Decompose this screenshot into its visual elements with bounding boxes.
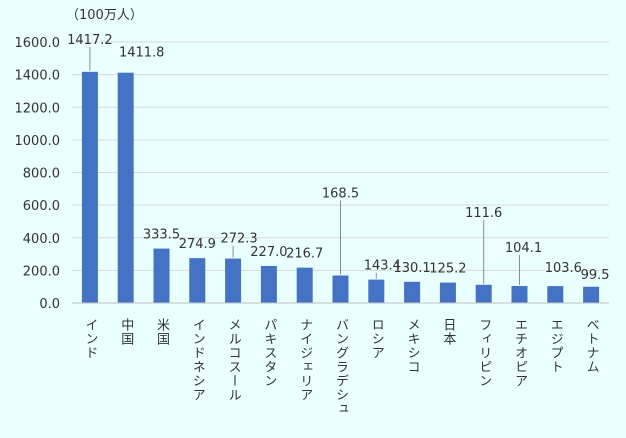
category-label: 米国 bbox=[154, 318, 170, 346]
category-label: ナイジェリア bbox=[297, 318, 312, 402]
data-label: 143.4 bbox=[364, 259, 401, 274]
bars bbox=[81, 71, 600, 304]
y-tick-label: 200.0 bbox=[23, 264, 60, 279]
bar bbox=[583, 286, 600, 303]
category-label: インド bbox=[82, 318, 97, 360]
y-tick-label: 1200.0 bbox=[15, 101, 61, 116]
bar bbox=[225, 258, 242, 303]
bar bbox=[547, 286, 564, 303]
data-label: 333.5 bbox=[143, 228, 180, 243]
y-axis-ticks: 0.0 200.0 400.0 600.0 800.0 1000.0 1200.0 1400.… bbox=[15, 36, 61, 312]
category-label: パキスタン bbox=[261, 318, 277, 388]
category-label: エジプト bbox=[548, 318, 563, 374]
category-label: 中国 bbox=[118, 318, 133, 346]
bar bbox=[153, 248, 170, 303]
leader-lines bbox=[89, 46, 520, 286]
data-label: 111.6 bbox=[465, 206, 502, 221]
bar bbox=[296, 267, 313, 303]
bar bbox=[368, 279, 385, 303]
category-label: メルコスール bbox=[226, 318, 241, 402]
category-label: メキシコ bbox=[405, 318, 420, 374]
y-tick-label: 1000.0 bbox=[15, 134, 61, 149]
data-label: 104.1 bbox=[505, 241, 542, 256]
data-label: 216.7 bbox=[286, 247, 323, 262]
category-label: ロシア bbox=[369, 318, 384, 360]
unit-label: （100万人） bbox=[66, 8, 143, 23]
category-label: フィリピン bbox=[476, 318, 491, 388]
data-label: 130.1 bbox=[393, 261, 430, 276]
category-labels: インド 中国 米国 インドネシア メルコスール パキスタン ナイジェリア バングラデシュ ロシア… bbox=[82, 318, 599, 416]
bar bbox=[404, 281, 421, 303]
data-label: 99.5 bbox=[581, 268, 610, 283]
bar bbox=[511, 286, 528, 303]
bar bbox=[439, 282, 456, 303]
category-label: ベトナム bbox=[584, 318, 600, 374]
data-label: 168.5 bbox=[322, 187, 359, 202]
bar bbox=[117, 72, 134, 303]
data-label: 274.9 bbox=[179, 237, 216, 252]
bar bbox=[189, 258, 206, 303]
y-tick-label: 1400.0 bbox=[15, 69, 61, 84]
data-label: 1417.2 bbox=[67, 33, 113, 48]
category-label: 日本 bbox=[440, 318, 456, 346]
y-tick-label: 1600.0 bbox=[15, 36, 61, 51]
y-tick-label: 800.0 bbox=[23, 167, 60, 182]
data-label: 1411.8 bbox=[119, 46, 165, 61]
y-tick-label: 600.0 bbox=[23, 199, 60, 214]
bar bbox=[332, 275, 349, 303]
y-tick-label: 0.0 bbox=[39, 297, 60, 312]
bar bbox=[475, 284, 492, 303]
category-label: バングラデシュ bbox=[333, 318, 349, 416]
category-label: インドネシア bbox=[190, 318, 205, 402]
data-label: 272.3 bbox=[220, 232, 257, 247]
data-label: 103.6 bbox=[545, 261, 582, 276]
y-tick-label: 400.0 bbox=[23, 232, 60, 247]
data-label: 227.0 bbox=[250, 245, 287, 260]
category-label: エチオピア bbox=[512, 318, 527, 388]
bar bbox=[81, 71, 98, 304]
bar bbox=[260, 265, 277, 303]
data-label: 125.2 bbox=[429, 262, 466, 277]
